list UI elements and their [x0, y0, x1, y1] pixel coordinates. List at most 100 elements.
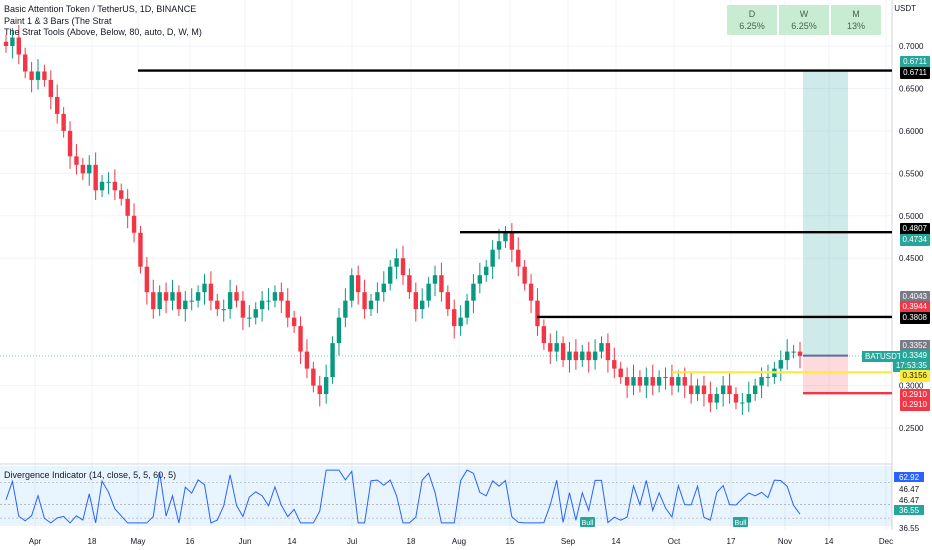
candle-body	[708, 394, 713, 403]
candle-body	[112, 181, 118, 191]
candle-body	[599, 343, 604, 352]
candle-body	[624, 377, 630, 386]
candle-body	[528, 283, 534, 301]
candle-body	[138, 232, 143, 267]
candle-body	[797, 351, 803, 356]
candle-body	[740, 402, 745, 404]
indicator-axis-label: 62.92	[899, 473, 920, 482]
currency-label: USDT	[894, 4, 916, 13]
candle-body	[387, 266, 393, 284]
candle-body	[535, 300, 540, 327]
candle-body	[650, 377, 655, 386]
x-tick-label: 14	[825, 537, 834, 546]
x-tick-label: 16	[186, 537, 195, 546]
x-tick-label: 17	[727, 537, 736, 546]
price-tag: 0.6711	[900, 67, 930, 79]
candle-body	[541, 326, 547, 344]
candle-body	[567, 351, 572, 361]
x-tick-label: Jun	[239, 537, 252, 546]
candle-body	[151, 292, 156, 310]
price-tag: 0.4043	[899, 291, 930, 303]
candle-body	[688, 385, 694, 395]
x-tick-label: 18	[407, 537, 416, 546]
candle-body	[669, 377, 675, 386]
candle-body	[355, 275, 361, 293]
candle-body	[778, 360, 783, 369]
indicator-axis-label: 46.47	[899, 485, 920, 494]
candle-body	[67, 130, 73, 157]
candle-body	[208, 283, 214, 301]
candle-body	[503, 232, 508, 242]
candle-body	[676, 377, 681, 386]
strat-value: 6.25%	[739, 21, 765, 31]
candle-body	[48, 79, 54, 97]
candle-body	[285, 300, 290, 318]
candle-body	[714, 394, 719, 403]
candle-body	[176, 292, 182, 310]
strat-label: W	[799, 9, 809, 19]
candle-body	[259, 300, 265, 310]
price-tag: 0.3156	[899, 370, 930, 382]
x-tick-label: Nov	[778, 537, 792, 546]
candle-body	[42, 71, 47, 80]
candle-body	[125, 198, 130, 216]
candle-body	[644, 377, 649, 386]
candle-body	[131, 215, 137, 233]
candle-body	[637, 377, 643, 386]
x-tick-label: Jul	[347, 537, 357, 546]
bull-label: Bull	[735, 520, 747, 527]
candle-body	[157, 292, 162, 310]
candle-body	[432, 275, 438, 284]
candle-body	[560, 343, 566, 361]
bull-label: Bull	[582, 520, 594, 527]
candle-body	[452, 309, 457, 327]
candle-body	[439, 275, 444, 293]
x-tick-label: May	[130, 537, 145, 546]
x-tick-label: 15	[506, 537, 515, 546]
candle-body	[477, 275, 483, 284]
indicator-legend-2[interactable]: The Strat Tools (Above, Below, 80, auto,…	[4, 27, 202, 37]
candle-body	[612, 360, 617, 369]
price-tag: 0.2910	[899, 389, 930, 401]
indicator-pane-title[interactable]: Divergence Indicator (14, close, 5, 5, 6…	[4, 470, 177, 480]
y-tick-label: 0.7000	[899, 42, 924, 51]
candle-body	[759, 377, 764, 386]
indicator-legend-1[interactable]: Paint 1 & 3 Bars (The Strat	[4, 16, 112, 26]
candle-body	[3, 41, 9, 46]
candle-body	[464, 300, 470, 318]
candle-body	[580, 351, 585, 361]
y-tick-label: 0.6000	[899, 127, 924, 136]
candle-body	[247, 317, 252, 319]
candle-body	[746, 394, 751, 403]
candle-body	[618, 368, 623, 378]
candle-body	[701, 385, 707, 395]
strat-cell-m: M 13%	[831, 5, 881, 35]
candle-body	[87, 164, 92, 174]
candle-body	[727, 385, 732, 395]
candle-body	[80, 164, 86, 174]
price-tag: 0.4807	[899, 223, 930, 235]
candle-body	[183, 300, 188, 310]
x-tick-label: Apr	[29, 537, 42, 546]
candle-body	[74, 156, 79, 165]
price-tag: 0.4734	[899, 234, 930, 246]
candle-body	[522, 266, 527, 284]
candle-body	[509, 232, 515, 250]
candle-body	[189, 300, 194, 302]
y-axis: 0.7000 0.6500 0.6000 0.5500 0.5000 0.4500 0.30…	[899, 42, 924, 433]
candles	[3, 25, 803, 415]
candle-body	[490, 249, 495, 267]
candle-body	[592, 351, 598, 361]
x-tick-label: 14	[612, 537, 621, 546]
candle-body	[381, 283, 386, 293]
candle-body	[656, 377, 662, 386]
candle-body	[368, 300, 374, 310]
candle-body	[586, 351, 591, 361]
candle-body	[106, 181, 111, 183]
x-tick-label: 18	[88, 537, 97, 546]
candle-body	[10, 37, 15, 46]
candle-body	[266, 300, 271, 302]
candle-body	[784, 351, 790, 361]
strat-cell-d: D 6.25%	[727, 5, 777, 35]
